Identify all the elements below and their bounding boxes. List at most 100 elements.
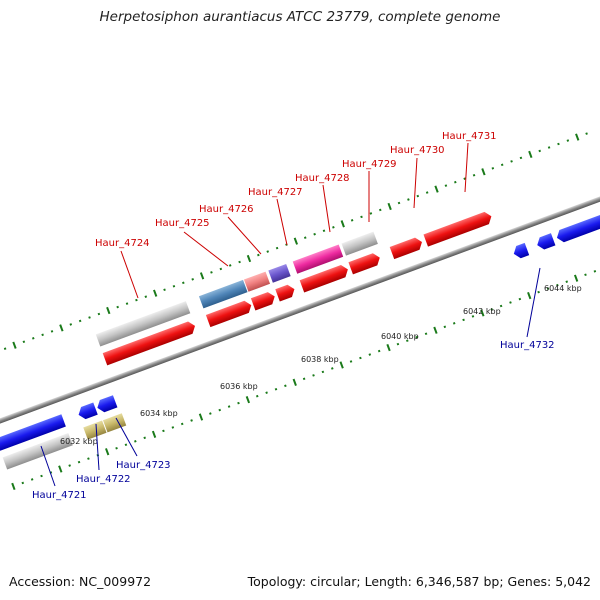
scale-label-6042: 6042 kbp: [463, 307, 501, 316]
inner-tick-mark: [245, 396, 251, 404]
outer-tick-mark: [106, 306, 111, 315]
outer-tick-mark: [275, 246, 279, 250]
cds-haur-4730[interactable]: [389, 236, 425, 260]
inner-tick-mark: [171, 426, 175, 429]
outer-tick-ring: [3, 132, 588, 350]
outer-tick-mark: [332, 225, 335, 229]
inner-tick-mark: [312, 374, 315, 377]
label-haur-4727[interactable]: Haur_4727: [248, 187, 303, 198]
gene-haur-4724[interactable]: [95, 301, 191, 347]
outer-tick-mark: [144, 295, 148, 298]
outer-tick-mark: [228, 264, 232, 267]
gene-haur-4722[interactable]: [83, 420, 107, 440]
cds-haur-4723[interactable]: [95, 395, 118, 414]
inner-tick-mark: [546, 287, 550, 290]
inner-tick-mark: [180, 422, 184, 426]
cds-haur-4734[interactable]: [555, 209, 600, 244]
outer-tick-mark: [50, 330, 54, 333]
label-haur-4730[interactable]: Haur_4730: [390, 145, 445, 156]
outer-tick-mark: [416, 194, 420, 198]
outer-tick-mark: [538, 149, 541, 153]
inner-tick-mark: [292, 378, 297, 386]
leader-haur-4724: [120, 250, 139, 299]
reverse-gene-label-text: Haur_4721 Haur_4722 Haur_4723 Haur_4732: [32, 340, 555, 501]
outer-tick-mark: [322, 229, 326, 233]
inner-tick-mark: [396, 342, 400, 346]
gene-haur-4723[interactable]: [102, 413, 127, 433]
cds-haur-4722[interactable]: [76, 402, 98, 420]
leader-haur-4732: [526, 267, 541, 338]
outer-tick-mark: [88, 316, 91, 319]
cds-haur-4726[interactable]: [250, 290, 277, 311]
leader-haur-4726: [227, 216, 262, 255]
inner-tick-mark: [227, 405, 231, 408]
outer-tick-mark: [191, 278, 194, 281]
leader-haur-4727: [276, 198, 288, 246]
outer-tick-mark: [360, 215, 363, 219]
cds-haur-4733[interactable]: [535, 233, 556, 251]
outer-tick-mark: [566, 139, 570, 142]
inner-tick-mark: [198, 413, 204, 421]
label-haur-4724[interactable]: Haur_4724: [95, 238, 150, 249]
scale-label-6036: 6036 kbp: [220, 382, 258, 391]
scale-label-6034: 6034 kbp: [140, 409, 178, 418]
inner-tick-mark: [11, 482, 16, 491]
reverse-gene-track: [2, 413, 127, 470]
genome-summary-text: Topology: circular; Length: 6,346,587 bp…: [247, 574, 591, 589]
scale-label-6044: 6044 kbp: [544, 284, 582, 293]
inner-tick-mark: [573, 274, 579, 282]
label-haur-4726[interactable]: Haur_4726: [199, 204, 254, 215]
outer-tick-mark: [434, 185, 439, 193]
outer-tick-mark: [575, 133, 580, 141]
gene-haur-4721[interactable]: [2, 433, 73, 470]
cds-haur-4727[interactable]: [275, 283, 296, 302]
inner-tick-ring: [11, 270, 597, 491]
inner-tick-mark: [415, 335, 418, 339]
outer-tick-mark: [454, 180, 457, 184]
label-haur-4731[interactable]: Haur_4731: [442, 131, 497, 142]
inner-tick-mark: [134, 440, 137, 443]
outer-tick-mark: [219, 267, 223, 271]
inner-tick-mark: [284, 384, 287, 388]
inner-tick-mark: [115, 446, 118, 450]
inner-tick-mark: [40, 474, 43, 478]
outer-tick-mark: [153, 289, 158, 297]
inner-tick-mark: [480, 309, 485, 317]
scale-label-6040: 6040 kbp: [381, 332, 419, 341]
outer-tick-mark: [293, 237, 299, 245]
inner-tick-mark: [162, 429, 165, 433]
label-haur-4729[interactable]: Haur_4729: [342, 159, 397, 170]
label-haur-4725[interactable]: Haur_4725: [155, 218, 210, 229]
outer-tick-mark: [163, 288, 166, 292]
label-haur-4721[interactable]: Haur_4721: [32, 490, 87, 501]
inner-tick-mark: [433, 326, 438, 334]
label-haur-4732[interactable]: Haur_4732: [500, 340, 555, 351]
leader-haur-4728: [322, 184, 331, 233]
gene-haur-4725[interactable]: [198, 279, 248, 309]
map-title: Herpetosiphon aurantiacus ATCC 23779, co…: [99, 9, 501, 25]
outer-tick-mark: [378, 208, 382, 212]
inner-tick-mark: [87, 457, 90, 460]
cds-haur-4724[interactable]: [102, 320, 198, 366]
outer-tick-mark: [238, 260, 241, 264]
cds-haur-4732[interactable]: [512, 242, 530, 260]
cds-haur-4728[interactable]: [299, 263, 350, 293]
inner-tick-mark: [302, 377, 306, 381]
cds-haur-4725[interactable]: [205, 299, 254, 328]
leader-haur-4721: [40, 445, 56, 487]
inner-tick-mark: [368, 353, 372, 356]
outer-tick-mark: [257, 253, 260, 257]
gene-haur-4727[interactable]: [268, 263, 291, 283]
label-haur-4723[interactable]: Haur_4723: [116, 460, 171, 471]
gene-haur-4729[interactable]: [341, 231, 378, 256]
cds-haur-4721[interactable]: [0, 414, 66, 451]
inner-tick-mark: [274, 387, 278, 391]
label-haur-4728[interactable]: Haur_4728: [295, 173, 350, 184]
inner-tick-mark: [68, 464, 71, 467]
cds-haur-4729[interactable]: [348, 251, 382, 275]
cds-haur-4731[interactable]: [423, 210, 493, 247]
gene-haur-4728[interactable]: [292, 244, 344, 274]
gene-haur-4726[interactable]: [243, 271, 271, 292]
label-haur-4722[interactable]: Haur_4722: [76, 474, 131, 485]
